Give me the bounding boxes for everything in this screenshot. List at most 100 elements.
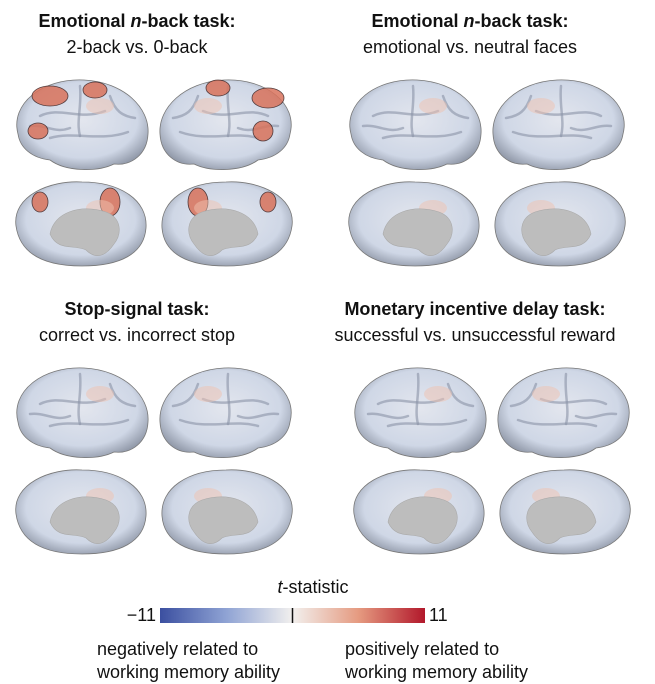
cortex (349, 79, 482, 170)
medial-surface (353, 469, 485, 555)
lateral-surface (497, 367, 630, 458)
panel-title: Stop-signal task: (64, 299, 209, 319)
title-part: Stop-signal task: (64, 299, 209, 319)
sulcus (441, 94, 470, 120)
panel-title: Emotional n-back task: (371, 11, 568, 31)
warm-patch (532, 386, 560, 402)
sulcus (178, 130, 260, 140)
sulcus (509, 382, 538, 408)
panel-subtitle: emotional vs. neutral faces (363, 37, 577, 57)
sulcus (108, 94, 137, 120)
lateral-surface (159, 367, 292, 458)
medial-wall (526, 496, 597, 544)
sulcus (226, 372, 231, 426)
sulcus (504, 94, 533, 120)
activation (31, 85, 69, 107)
activation (251, 87, 285, 109)
medial-surface (15, 469, 147, 555)
medial-surface (348, 181, 480, 267)
medial-wall (188, 496, 259, 544)
warm-patch (424, 386, 452, 402)
cortex (159, 367, 292, 458)
sulcus (381, 130, 463, 140)
colorbar-min: −11 (127, 605, 156, 625)
panel-title: Monetary incentive delay task: (344, 299, 605, 319)
sulcus (171, 382, 200, 408)
sulcus (415, 372, 420, 426)
title-part: -back task: (474, 11, 568, 31)
sulcus (361, 124, 405, 132)
label-part: -statistic (283, 577, 349, 597)
warm-patch (194, 98, 222, 114)
cortex (354, 367, 487, 458)
note: positively related to (345, 639, 499, 659)
sulcus (386, 418, 468, 428)
medial-wall (382, 208, 453, 256)
note: working memory ability (344, 662, 528, 682)
medial-surface (161, 469, 293, 555)
medial-surface (15, 181, 147, 267)
cortex (492, 79, 625, 170)
sulcus (410, 84, 415, 138)
title-part: n (130, 11, 141, 31)
warm-patch (419, 98, 447, 114)
panel-subtitle: correct vs. incorrect stop (39, 325, 235, 345)
sulcus (559, 84, 564, 138)
sulcus (178, 418, 260, 428)
panel-subtitle: successful vs. unsuccessful reward (334, 325, 615, 345)
sulcus (516, 418, 598, 428)
medial-wall (387, 496, 458, 544)
sulcus (574, 412, 618, 420)
activation (259, 191, 277, 213)
medial-wall (49, 496, 120, 544)
warm-patch (86, 386, 114, 402)
medial-surface (494, 181, 626, 267)
warm-patch (527, 98, 555, 114)
sulcus (77, 84, 82, 138)
sulcus (511, 130, 593, 140)
warm-patch (194, 386, 222, 402)
title-part: n (463, 11, 474, 31)
sulcus (236, 412, 280, 420)
medial-surface (499, 469, 631, 555)
medial-surface (161, 181, 293, 267)
panel-title: Emotional n-back task: (38, 11, 235, 31)
title-part: Emotional (371, 11, 463, 31)
sulcus (446, 382, 475, 408)
lateral-surface (354, 367, 487, 458)
lateral-surface (159, 79, 292, 170)
lateral-surface (16, 79, 149, 170)
lateral-surface (492, 79, 625, 170)
colorbar-max: 11 (429, 605, 448, 625)
activation (31, 191, 49, 213)
sulcus (564, 372, 569, 426)
sulcus (48, 418, 130, 428)
title-part: Monetary incentive delay task: (344, 299, 605, 319)
title-part: Emotional (38, 11, 130, 31)
lateral-surface (16, 367, 149, 458)
cortex (497, 367, 630, 458)
sulcus (569, 124, 613, 132)
sulcus (77, 372, 82, 426)
note: working memory ability (96, 662, 280, 682)
medial-wall (521, 208, 592, 256)
title-part: -back task: (141, 11, 235, 31)
cortex (16, 367, 149, 458)
activation (205, 79, 231, 97)
label-part: t (277, 577, 283, 597)
sulcus (171, 94, 200, 120)
sulcus (366, 412, 410, 420)
sulcus (48, 130, 130, 140)
activation (252, 120, 274, 142)
activation (82, 81, 108, 99)
sulcus (108, 382, 137, 408)
activation (27, 122, 49, 140)
sulcus (28, 412, 72, 420)
note: negatively related to (97, 639, 258, 659)
medial-wall (49, 208, 120, 256)
warm-patch (86, 98, 114, 114)
panel-subtitle: 2-back vs. 0-back (66, 37, 208, 57)
lateral-surface (349, 79, 482, 170)
medial-wall (188, 208, 259, 256)
